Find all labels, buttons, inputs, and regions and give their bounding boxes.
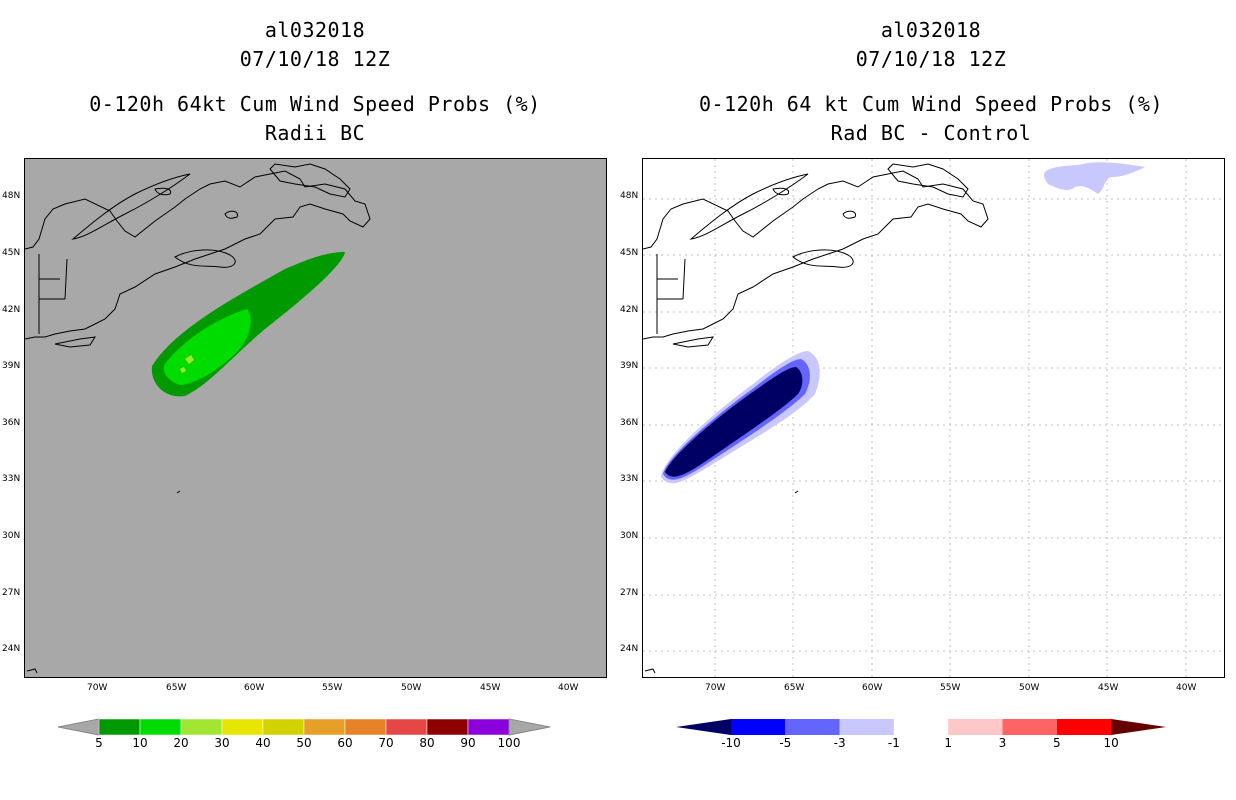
lon-label: 60W — [244, 683, 265, 693]
colorbar-swatch — [262, 718, 305, 736]
colorbar-swatch — [1002, 719, 1057, 735]
colorbar-label: 30 — [214, 736, 230, 750]
colorbar-label: 10 — [1103, 736, 1119, 750]
lat-label: 30N — [2, 531, 21, 541]
colorbar-label: 60 — [337, 736, 353, 750]
lon-label: 65W — [166, 683, 187, 693]
colorbar-label: 10 — [132, 736, 148, 750]
right-panel-title: al032018 07/10/18 12Z 0-120h 64 kt Cum W… — [636, 16, 1226, 148]
colorbar-swatch — [1056, 719, 1112, 735]
colorbar-swatch — [426, 718, 469, 736]
storm-id: al032018 — [880, 18, 982, 42]
prob-20-30-area — [185, 355, 194, 364]
lat-label: 48N — [620, 191, 639, 201]
lon-label: 55W — [940, 683, 961, 693]
colorbar-label: 3 — [998, 736, 1007, 750]
left-map-panel — [24, 158, 607, 678]
lat-label: 39N — [620, 361, 639, 371]
diff-minus-10-area — [665, 367, 803, 477]
colorbar-label: 40 — [255, 736, 271, 750]
colorbar-swatch — [385, 718, 428, 736]
lat-label: 33N — [620, 474, 639, 484]
left-panel-title: al032018 07/10/18 12Z 0-120h 64kt Cum Wi… — [20, 16, 610, 148]
lat-label: 27N — [620, 588, 639, 598]
colorbar-swatch — [180, 718, 223, 736]
colorbar-label: 1 — [944, 736, 953, 750]
left-map-canvas — [25, 163, 371, 674]
colorbar-label: -3 — [833, 736, 846, 750]
prob-10-20-area — [163, 309, 251, 385]
product-subtitle: Radii BC — [264, 121, 366, 145]
right-colorbar-swatches — [676, 719, 1167, 735]
colorbar-high-end — [1111, 719, 1167, 735]
lon-label: 65W — [784, 683, 805, 693]
lat-label: 39N — [2, 361, 21, 371]
left-colorbar-swatches — [58, 718, 551, 736]
lat-label: 45N — [620, 248, 639, 258]
colorbar-label: 5 — [95, 736, 103, 750]
lon-label: 45W — [1098, 683, 1119, 693]
lon-label: 70W — [87, 683, 108, 693]
product-title: 0-120h 64kt Cum Wind Speed Probs (%) — [89, 92, 541, 116]
lat-label: 24N — [620, 644, 639, 654]
colorbar-swatch — [303, 718, 346, 736]
lon-label: 45W — [480, 683, 501, 693]
lat-label: 27N — [2, 588, 21, 598]
colorbar-label: 5 — [1052, 736, 1061, 750]
lat-label: 45N — [2, 248, 21, 258]
forecast-time: 07/10/18 12Z — [239, 47, 391, 71]
lat-label: 42N — [620, 305, 639, 315]
coastlines — [643, 163, 989, 674]
colorbar-label: -1 — [887, 736, 900, 750]
lon-label: 40W — [558, 683, 579, 693]
lat-label: 36N — [620, 418, 639, 428]
colorbar-label: 70 — [378, 736, 394, 750]
prob-20-30-area — [180, 367, 186, 373]
left-colorbar: 5 10 20 30 40 50 60 70 80 90 100 — [58, 716, 554, 756]
lon-label: 60W — [862, 683, 883, 693]
colorbar-label: 100 — [497, 736, 521, 750]
product-title: 0-120h 64 kt Cum Wind Speed Probs (%) — [698, 92, 1164, 116]
colorbar-swatch — [467, 718, 510, 736]
colorbar-low-end — [676, 719, 731, 735]
colorbar-label: -10 — [721, 736, 741, 750]
colorbar-swatch — [139, 718, 182, 736]
colorbar-swatch — [344, 718, 387, 736]
colorbar-swatch — [785, 719, 840, 735]
diff-minus-3-area-north — [1043, 162, 1145, 194]
product-subtitle: Rad BC - Control — [830, 121, 1032, 145]
right-map-canvas — [643, 159, 1224, 677]
colorbar-high-end — [508, 718, 551, 736]
lat-label: 30N — [620, 531, 639, 541]
lat-label: 33N — [2, 474, 21, 484]
colorbar-label: 80 — [419, 736, 435, 750]
colorbar-swatch — [98, 718, 141, 736]
lon-label: 50W — [401, 683, 422, 693]
colorbar-label: 90 — [460, 736, 476, 750]
coastlines — [25, 163, 371, 674]
colorbar-swatch — [221, 718, 264, 736]
right-map-panel — [642, 158, 1225, 678]
colorbar-low-end — [58, 718, 100, 736]
colorbar-swatch — [731, 719, 786, 735]
lon-label: 50W — [1019, 683, 1040, 693]
lon-label: 55W — [322, 683, 343, 693]
lon-label: 70W — [705, 683, 726, 693]
colorbar-swatch — [948, 719, 1003, 735]
colorbar-label: -5 — [779, 736, 792, 750]
colorbar-swatch — [893, 719, 949, 735]
lat-label: 42N — [2, 305, 21, 315]
colorbar-label: 50 — [296, 736, 312, 750]
lat-label: 24N — [2, 644, 21, 654]
lat-label: 36N — [2, 418, 21, 428]
forecast-time: 07/10/18 12Z — [855, 47, 1007, 71]
lat-label: 48N — [2, 191, 21, 201]
colorbar-label: 20 — [173, 736, 189, 750]
lon-label: 40W — [1176, 683, 1197, 693]
right-colorbar: -10 -5 -3 -1 1 3 5 10 — [676, 716, 1172, 756]
storm-id: al032018 — [264, 18, 366, 42]
colorbar-swatch — [839, 719, 894, 735]
